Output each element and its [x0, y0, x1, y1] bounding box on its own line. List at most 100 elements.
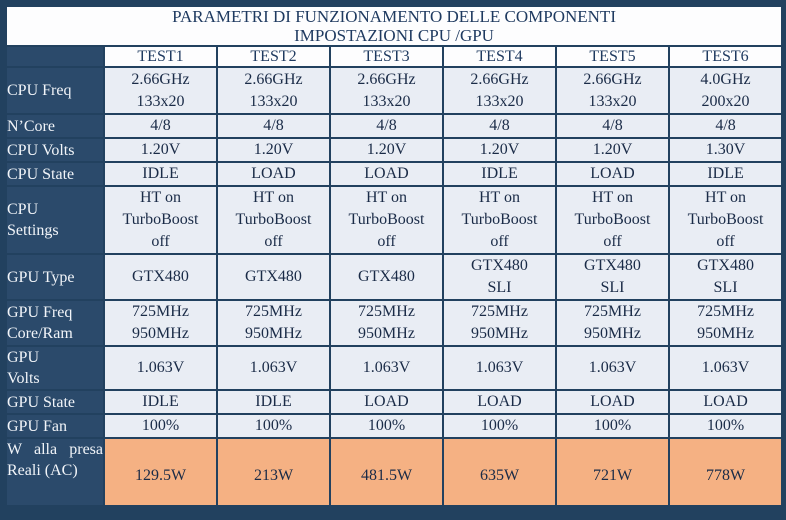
row-label: GPU Fan [5, 413, 105, 439]
data-cell: 4/8 [216, 113, 331, 139]
data-cell: 1.063V [555, 345, 670, 391]
corner-cell [5, 45, 105, 68]
data-cell: 1.20V [329, 137, 444, 163]
data-cell: 778W [667, 437, 781, 505]
table-row-cpu-freq: CPU Freq 2.66GHz 133x20 2.66GHz 133x20 2… [5, 66, 781, 115]
row-label: CPU Volts [5, 137, 105, 163]
data-cell: HT on TurboBoost off [667, 185, 781, 255]
data-cell: 1.063V [329, 345, 444, 391]
row-label: GPU Volts [5, 345, 105, 391]
data-cell: HT on TurboBoost off [442, 185, 557, 255]
data-cell: 2.66GHz 133x20 [442, 66, 557, 115]
data-cell: 4/8 [667, 113, 781, 139]
data-cell: LOAD [555, 389, 670, 415]
data-cell: HT on TurboBoost off [103, 185, 218, 255]
data-cell: 100% [329, 413, 444, 439]
data-cell: GTX480 SLI [667, 253, 781, 301]
data-cell: HT on TurboBoost off [555, 185, 670, 255]
column-header-test5: TEST5 [555, 45, 670, 68]
data-cell: IDLE [103, 161, 218, 187]
table-row-cpu-settings: CPU Settings HT on TurboBoost off HT on … [5, 185, 781, 255]
data-cell: 213W [216, 437, 331, 505]
row-label: N’Core [5, 113, 105, 139]
data-cell: 2.66GHz 133x20 [329, 66, 444, 115]
data-cell: LOAD [555, 161, 670, 187]
data-cell: 1.063V [103, 345, 218, 391]
row-label: CPU Freq [5, 66, 105, 115]
data-cell: 100% [667, 413, 781, 439]
spec-table: PARAMETRI DI FUNZIONAMENTO DELLE COMPONE… [5, 5, 781, 505]
data-cell: 4/8 [103, 113, 218, 139]
data-cell: GTX480 SLI [555, 253, 670, 301]
data-cell: IDLE [667, 161, 781, 187]
title-line2: IMPOSTAZIONI CPU /GPU [294, 26, 494, 45]
table-row-gpu-fan: GPU Fan 100% 100% 100% 100% 100% 100% [5, 413, 781, 439]
data-cell: 129.5W [103, 437, 218, 505]
data-cell: 1.063V [442, 345, 557, 391]
column-header-test2: TEST2 [216, 45, 331, 68]
table-row-watt-ac: W alla presa Reali (AC) 129.5W 213W 481.… [5, 437, 781, 505]
data-cell: 1.20V [103, 137, 218, 163]
data-cell: 4/8 [555, 113, 670, 139]
data-cell: 725MHz 950MHz [442, 299, 557, 347]
data-cell: GTX480 [329, 253, 444, 301]
data-cell: LOAD [329, 161, 444, 187]
row-label: GPU Type [5, 253, 105, 301]
data-cell: 725MHz 950MHz [216, 299, 331, 347]
data-cell: 725MHz 950MHz [329, 299, 444, 347]
row-label: CPU Settings [5, 185, 105, 255]
data-cell: 100% [442, 413, 557, 439]
data-cell: 100% [103, 413, 218, 439]
table-row-n-core: N’Core 4/8 4/8 4/8 4/8 4/8 4/8 [5, 113, 781, 139]
table-row-gpu-freq: GPU Freq Core/Ram 725MHz 950MHz 725MHz 9… [5, 299, 781, 347]
table-row-cpu-state: CPU State IDLE LOAD LOAD IDLE LOAD IDLE [5, 161, 781, 187]
table-row-gpu-state: GPU State IDLE IDLE LOAD LOAD LOAD LOAD [5, 389, 781, 415]
data-cell: 725MHz 950MHz [667, 299, 781, 347]
column-header-test6: TEST6 [667, 45, 781, 68]
data-cell: 1.20V [555, 137, 670, 163]
data-cell: IDLE [442, 161, 557, 187]
data-cell: 481.5W [329, 437, 444, 505]
header-row: TEST1 TEST2 TEST3 TEST4 TEST5 TEST6 [5, 45, 781, 68]
data-cell: 721W [555, 437, 670, 505]
table-row-cpu-volts: CPU Volts 1.20V 1.20V 1.20V 1.20V 1.20V … [5, 137, 781, 163]
data-cell: 1.20V [442, 137, 557, 163]
data-cell: 1.063V [216, 345, 331, 391]
column-header-test3: TEST3 [329, 45, 444, 68]
data-cell: 2.66GHz 133x20 [555, 66, 670, 115]
data-cell: IDLE [103, 389, 218, 415]
data-cell: 1.20V [216, 137, 331, 163]
data-cell: LOAD [442, 389, 557, 415]
data-cell: 2.66GHz 133x20 [216, 66, 331, 115]
data-cell: HT on TurboBoost off [216, 185, 331, 255]
data-cell: IDLE [216, 389, 331, 415]
title-row: PARAMETRI DI FUNZIONAMENTO DELLE COMPONE… [5, 5, 781, 47]
data-cell: 4/8 [442, 113, 557, 139]
data-cell: 1.30V [667, 137, 781, 163]
data-cell: 1.063V [667, 345, 781, 391]
table-row-gpu-type: GPU Type GTX480 GTX480 GTX480 GTX480 SLI… [5, 253, 781, 301]
data-cell: 635W [442, 437, 557, 505]
data-cell: 100% [216, 413, 331, 439]
data-cell: 4/8 [329, 113, 444, 139]
data-cell: 725MHz 950MHz [103, 299, 218, 347]
data-cell: LOAD [216, 161, 331, 187]
data-cell: GTX480 SLI [442, 253, 557, 301]
data-cell: GTX480 [103, 253, 218, 301]
data-cell: GTX480 [216, 253, 331, 301]
data-cell: 2.66GHz 133x20 [103, 66, 218, 115]
data-cell: HT on TurboBoost off [329, 185, 444, 255]
table-title: PARAMETRI DI FUNZIONAMENTO DELLE COMPONE… [5, 5, 781, 47]
data-cell: 725MHz 950MHz [555, 299, 670, 347]
row-label: CPU State [5, 161, 105, 187]
row-label: GPU Freq Core/Ram [5, 299, 105, 347]
table-row-gpu-volts: GPU Volts 1.063V 1.063V 1.063V 1.063V 1.… [5, 345, 781, 391]
data-cell: 100% [555, 413, 670, 439]
row-label: W alla presa Reali (AC) [5, 437, 105, 505]
column-header-test4: TEST4 [442, 45, 557, 68]
column-header-test1: TEST1 [103, 45, 218, 68]
data-cell: LOAD [667, 389, 781, 415]
row-label: GPU State [5, 389, 105, 415]
data-cell: LOAD [329, 389, 444, 415]
